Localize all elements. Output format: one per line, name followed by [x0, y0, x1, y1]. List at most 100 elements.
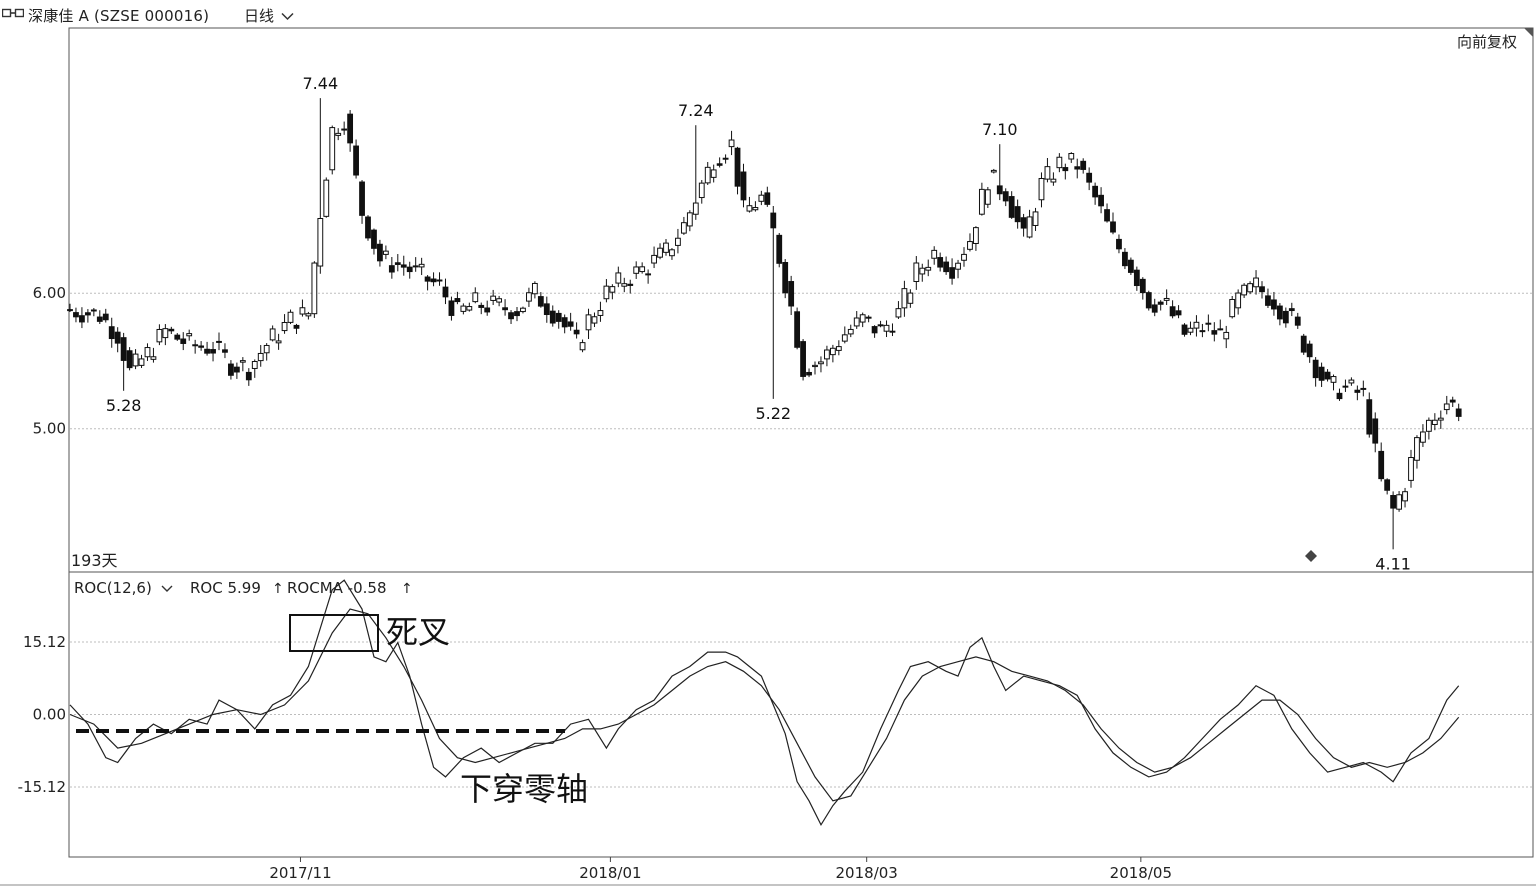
candle-body: [466, 306, 473, 311]
candle-body: [1318, 366, 1325, 381]
candlestick: [1378, 442, 1385, 482]
candle-body: [472, 292, 479, 303]
candle-body: [1110, 221, 1116, 233]
instrument-title: 深康佳 A (SZSE 000016): [28, 7, 210, 25]
candle-body: [204, 348, 210, 354]
x-tick-label: 2018/01: [579, 864, 641, 882]
candle-body: [716, 163, 723, 166]
candlestick: [639, 262, 646, 274]
candlestick: [675, 228, 681, 254]
candle-body: [442, 286, 449, 298]
candlestick: [1312, 357, 1319, 387]
chevron-down-icon: [281, 12, 294, 21]
candle-body: [1253, 277, 1259, 288]
dead-cross-annotation: 死叉: [386, 613, 450, 651]
candlestick: [1449, 396, 1456, 407]
candlestick: [126, 347, 133, 371]
candlestick: [377, 239, 383, 267]
candle-body: [311, 262, 318, 315]
candle-body: [1175, 310, 1182, 316]
candle-body: [186, 333, 193, 337]
candlestick: [567, 312, 574, 331]
candlestick: [1211, 322, 1218, 342]
link-icon[interactable]: [2, 8, 24, 18]
candle-body: [251, 361, 258, 369]
candlestick: [257, 345, 264, 367]
candle-body: [782, 261, 789, 294]
candlestick: [907, 289, 914, 308]
candle-body: [686, 212, 693, 227]
day-count-label: 193天: [71, 551, 118, 570]
price-extreme-label: 7.24: [678, 101, 714, 120]
candle-body: [877, 324, 884, 327]
candle-body: [758, 194, 765, 202]
candle-body: [96, 316, 103, 322]
candle-body: [1139, 278, 1146, 294]
candlestick: [269, 325, 276, 342]
candlestick: [1300, 333, 1307, 355]
price-extreme-label: 5.28: [106, 396, 142, 415]
candlestick: [1151, 298, 1158, 317]
candle-body: [651, 254, 657, 264]
candle-body: [567, 321, 574, 327]
candlestick: [436, 272, 443, 286]
rocma-arrow-icon: ↑: [401, 581, 413, 597]
candlestick: [228, 360, 234, 380]
candlestick: [835, 340, 842, 356]
candle-body: [883, 324, 890, 332]
candlestick: [1294, 312, 1301, 329]
candle-body: [263, 344, 270, 354]
candlestick: [663, 238, 669, 256]
candle-body: [537, 296, 544, 307]
candle-body: [1414, 437, 1420, 461]
candlestick: [359, 180, 365, 224]
candle-body: [1068, 153, 1075, 160]
period-selector[interactable]: 日线: [244, 5, 294, 26]
candle-body: [120, 337, 127, 361]
candlestick: [84, 309, 91, 323]
candlestick: [1020, 213, 1027, 237]
candle-body: [496, 298, 503, 303]
candle-body: [1056, 156, 1063, 169]
candle-body: [1199, 330, 1206, 333]
chevron-down-icon[interactable]: [161, 585, 173, 592]
indicator-tick-label: -15.12: [18, 778, 66, 796]
candle-body: [1402, 491, 1408, 502]
candlestick: [1336, 388, 1343, 401]
candlestick: [1068, 152, 1075, 163]
candlestick: [1324, 369, 1331, 382]
candle-body: [275, 340, 282, 344]
candlestick: [615, 266, 622, 288]
candle-body: [245, 371, 252, 381]
candle-body: [168, 328, 175, 332]
indicator-name[interactable]: ROC(12,6): [74, 579, 152, 597]
candlestick: [1396, 491, 1402, 512]
candle-body: [561, 317, 568, 328]
candlestick: [1205, 314, 1212, 332]
candlestick: [1092, 182, 1099, 205]
candlestick: [484, 300, 491, 316]
adjust-label[interactable]: 向前复权: [1457, 33, 1517, 51]
candlestick: [1408, 449, 1414, 488]
candle-body: [1205, 322, 1212, 325]
candlestick: [293, 323, 300, 334]
candlestick: [186, 329, 193, 341]
candlestick: [317, 98, 324, 274]
candle-body: [1122, 251, 1128, 267]
candle-body: [1032, 211, 1039, 226]
candlestick: [323, 177, 330, 218]
candle-body: [1002, 191, 1009, 202]
candlestick: [454, 291, 461, 305]
candle-body: [305, 313, 312, 317]
candle-body: [144, 347, 151, 358]
candlestick: [651, 246, 657, 269]
candlestick: [1223, 325, 1230, 349]
candle-body: [1229, 298, 1236, 318]
candlestick: [174, 333, 181, 341]
candlestick: [645, 269, 652, 284]
candle-body: [508, 312, 514, 320]
candlestick: [90, 308, 97, 317]
candlestick: [561, 314, 568, 334]
candlestick: [335, 128, 342, 141]
